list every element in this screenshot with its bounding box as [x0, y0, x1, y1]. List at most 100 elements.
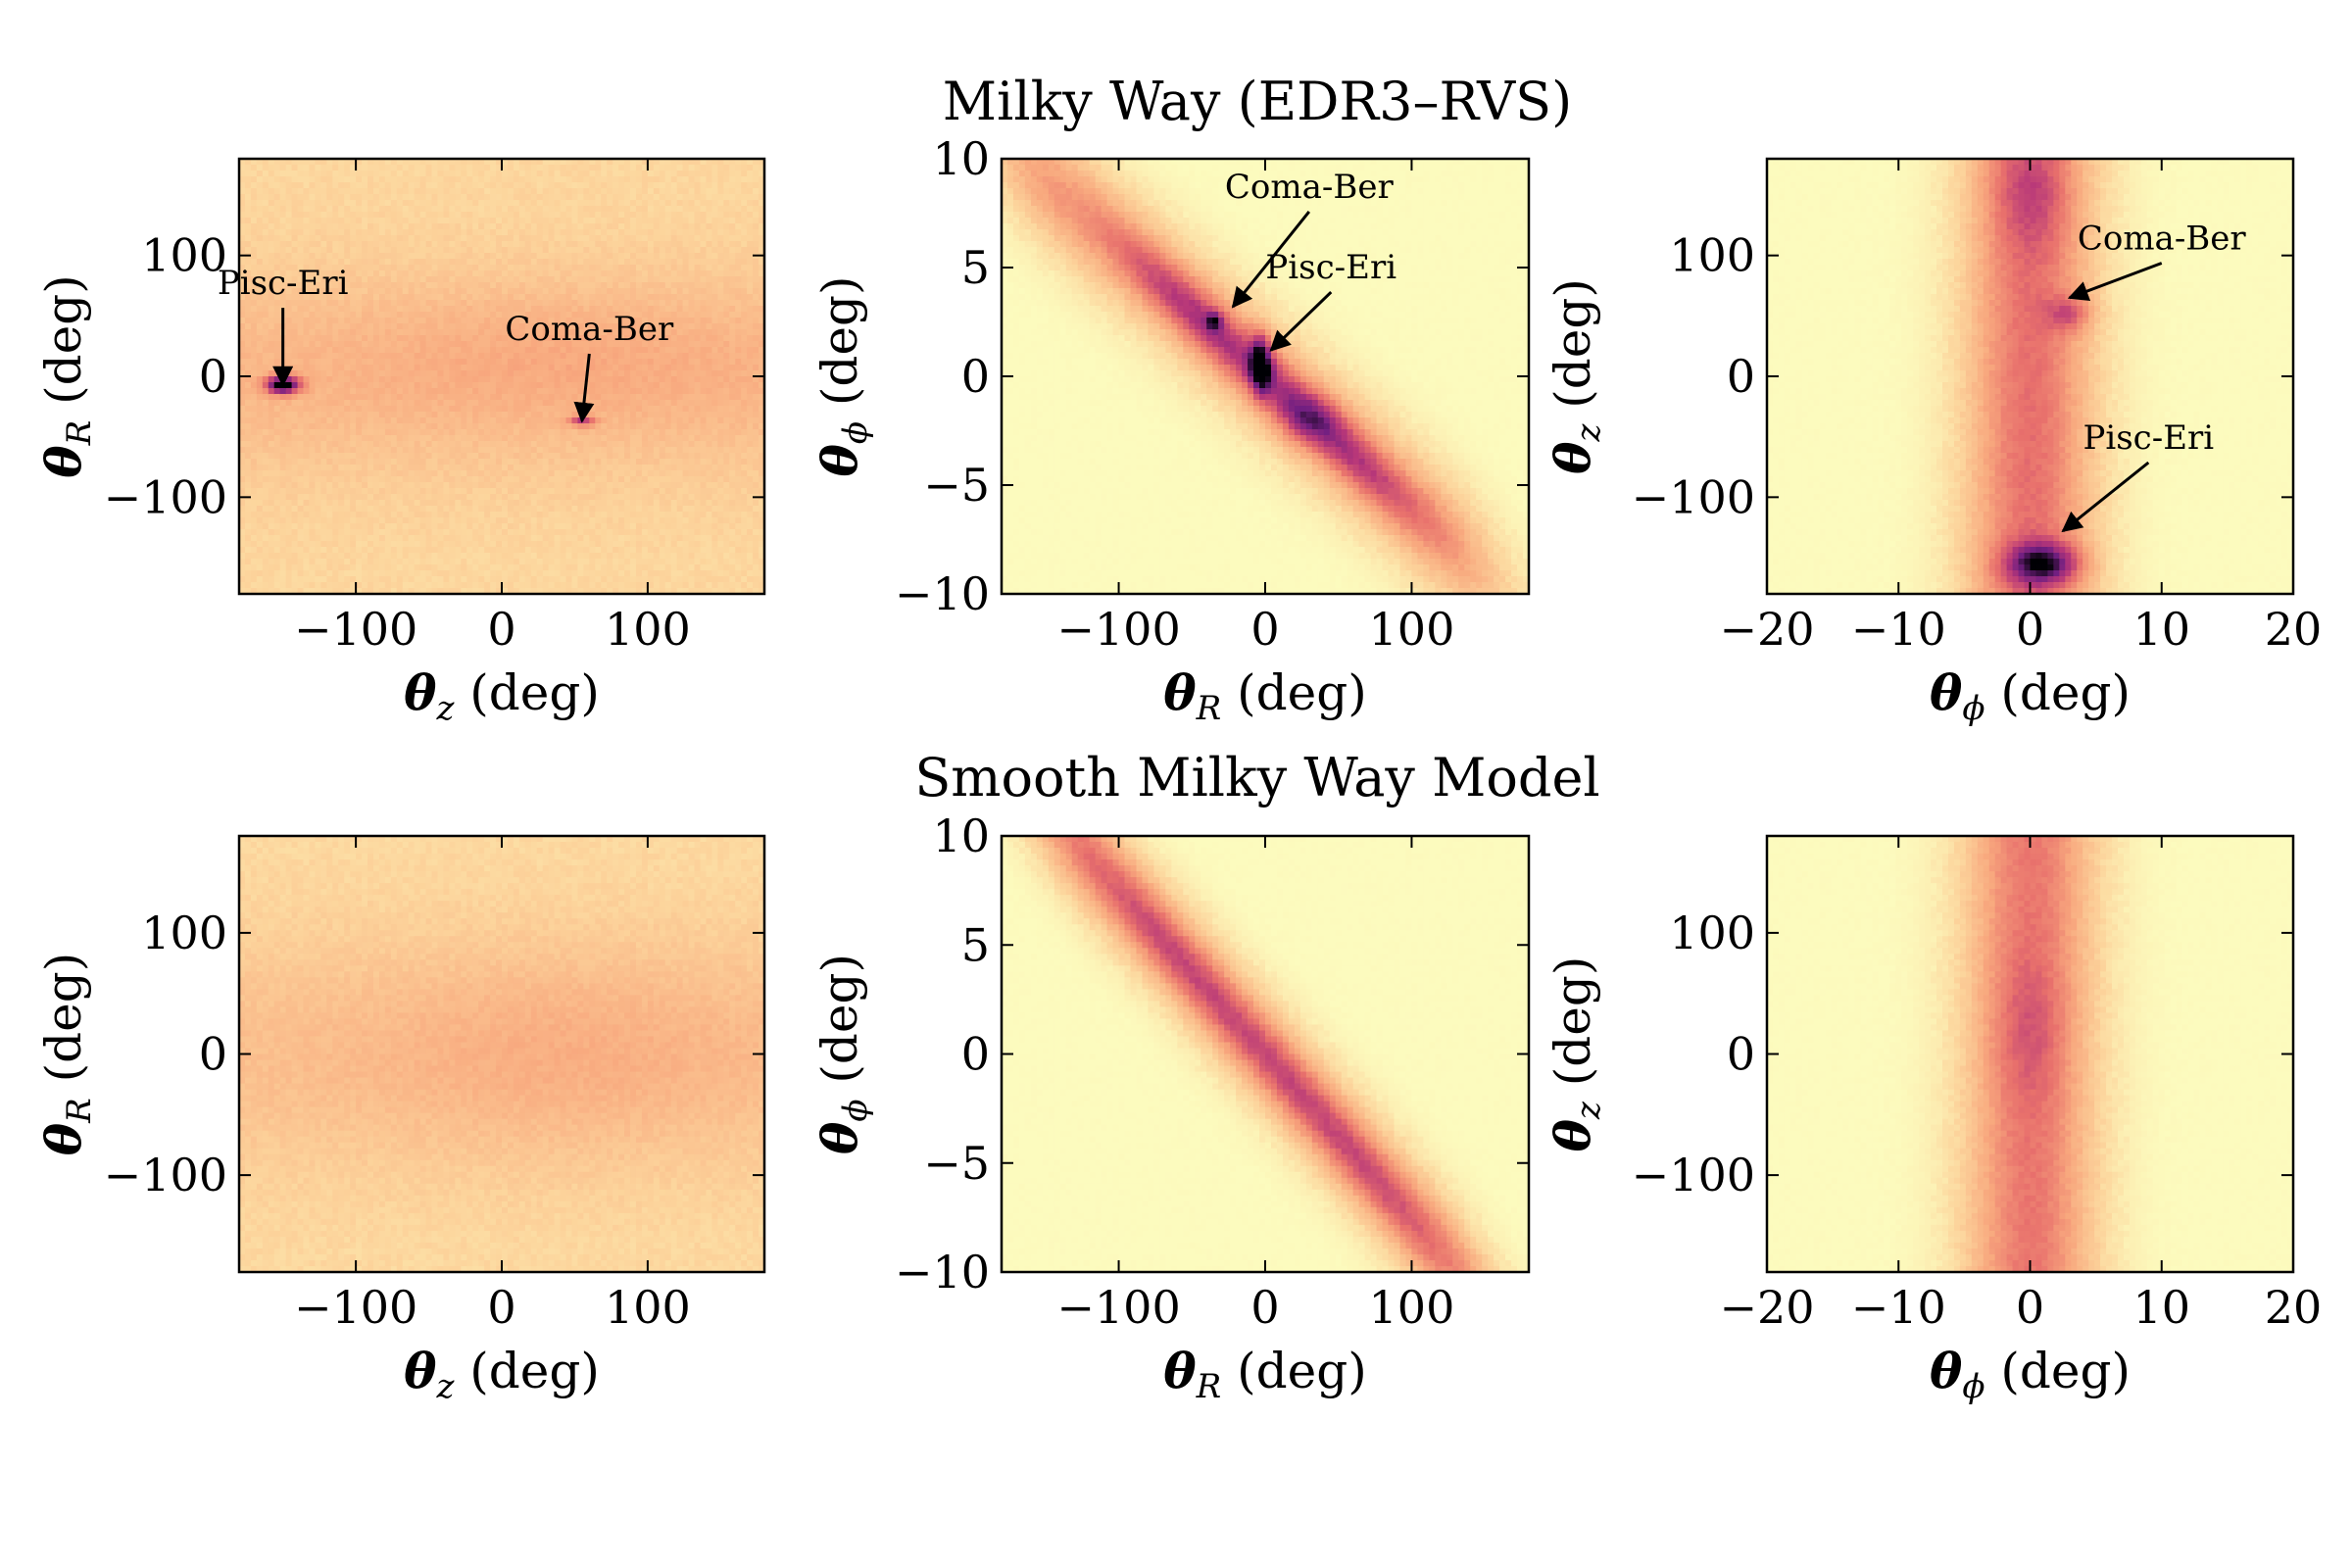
- heatmap-cell: [350, 470, 357, 477]
- heatmap-cell: [320, 329, 327, 336]
- heatmap-cell: [490, 376, 497, 383]
- heatmap-cell: [362, 306, 368, 313]
- heatmap-cell: [431, 570, 439, 577]
- heatmap-cell: [297, 241, 305, 248]
- heatmap-cell: [530, 376, 538, 383]
- heatmap-cell: [309, 559, 317, 565]
- heatmap-cell: [320, 176, 327, 183]
- heatmap-cell: [338, 494, 345, 501]
- heatmap-cell: [601, 388, 608, 395]
- heatmap-cell: [262, 300, 270, 307]
- heatmap-cell: [356, 253, 363, 260]
- heatmap-cell: [612, 506, 619, 513]
- heatmap-cell: [455, 312, 462, 318]
- heatmap-cell: [256, 329, 264, 336]
- heatmap-cell: [279, 253, 287, 260]
- heatmap-cell: [577, 447, 584, 454]
- heatmap-cell: [262, 306, 270, 313]
- heatmap-cell: [507, 541, 514, 548]
- heatmap-cell: [262, 441, 270, 448]
- heatmap-cell: [484, 223, 491, 230]
- heatmap-cell: [524, 382, 532, 389]
- heatmap-cell: [431, 212, 439, 219]
- heatmap-cell: [607, 218, 613, 224]
- heatmap-cell: [338, 247, 345, 254]
- heatmap-cell: [362, 488, 368, 495]
- heatmap-cell: [320, 370, 327, 377]
- heatmap-cell: [618, 359, 625, 366]
- heatmap-cell: [402, 176, 410, 183]
- heatmap-cell: [320, 553, 327, 560]
- heatmap-cell: [571, 241, 579, 248]
- heatmap-cell: [408, 188, 416, 195]
- heatmap-cell: [502, 165, 509, 172]
- heatmap-cell: [378, 171, 386, 177]
- heatmap-cell: [320, 335, 327, 342]
- heatmap-cell: [402, 429, 410, 436]
- heatmap-cell: [513, 365, 520, 371]
- heatmap-cell: [484, 482, 491, 489]
- heatmap-cell: [478, 165, 485, 172]
- heatmap-cell: [624, 276, 631, 283]
- heatmap-cell: [396, 223, 404, 230]
- heatmap-cell: [350, 553, 357, 560]
- heatmap-cell: [595, 176, 602, 183]
- heatmap-cell: [554, 253, 562, 260]
- heatmap-cell: [455, 429, 462, 436]
- heatmap-cell: [624, 423, 631, 430]
- heatmap-cell: [362, 194, 368, 201]
- heatmap-cell: [285, 582, 293, 589]
- heatmap-cell: [419, 376, 427, 383]
- heatmap-cell: [332, 441, 339, 448]
- heatmap-cell: [461, 582, 467, 589]
- heatmap-cell: [496, 429, 503, 436]
- heatmap-cell: [618, 447, 625, 454]
- heatmap-cell: [273, 435, 281, 442]
- heatmap-cell: [490, 318, 497, 324]
- heatmap-cell: [449, 541, 456, 548]
- heatmap-cell: [372, 488, 380, 495]
- heatmap-cell: [466, 400, 473, 407]
- heatmap-cell: [560, 235, 567, 242]
- heatmap-cell: [368, 370, 374, 377]
- heatmap-cell: [419, 365, 427, 371]
- heatmap-cell: [461, 312, 467, 318]
- heatmap-cell: [571, 200, 579, 207]
- heatmap-cell: [542, 523, 550, 530]
- heatmap-cell: [530, 288, 538, 295]
- heatmap-cell: [332, 306, 339, 313]
- heatmap-cell: [303, 341, 311, 348]
- heatmap-cell: [502, 482, 509, 489]
- heatmap-cell: [356, 388, 363, 395]
- heatmap-cell: [536, 453, 544, 460]
- heatmap-cell: [478, 300, 485, 307]
- heatmap-cell: [414, 453, 421, 460]
- heatmap-cell: [455, 171, 462, 177]
- heatmap-cell: [513, 306, 520, 313]
- heatmap-cell: [425, 276, 433, 283]
- heatmap-cell: [484, 165, 491, 172]
- heatmap-cell: [362, 259, 368, 266]
- heatmap-cell: [571, 353, 579, 360]
- heatmap-cell: [490, 253, 497, 260]
- heatmap-cell: [507, 253, 514, 260]
- heatmap-cell: [524, 482, 532, 489]
- heatmap-cell: [548, 382, 556, 389]
- heatmap-cell: [372, 476, 380, 483]
- heatmap-cell: [291, 376, 299, 383]
- heatmap-cell: [502, 229, 509, 236]
- heatmap-cell: [332, 329, 339, 336]
- heatmap-cell: [378, 182, 386, 189]
- heatmap-cell: [484, 194, 491, 201]
- heatmap-cell: [484, 247, 491, 254]
- heatmap-cell: [356, 406, 363, 413]
- heatmap-cell: [437, 353, 445, 360]
- heatmap-cell: [344, 441, 351, 448]
- heatmap-cell: [530, 435, 538, 442]
- heatmap-cell: [396, 259, 404, 266]
- heatmap-cell: [326, 588, 333, 595]
- heatmap-cell: [315, 200, 321, 207]
- heatmap-cell: [624, 412, 631, 418]
- heatmap-cell: [368, 171, 374, 177]
- heatmap-cell: [502, 318, 509, 324]
